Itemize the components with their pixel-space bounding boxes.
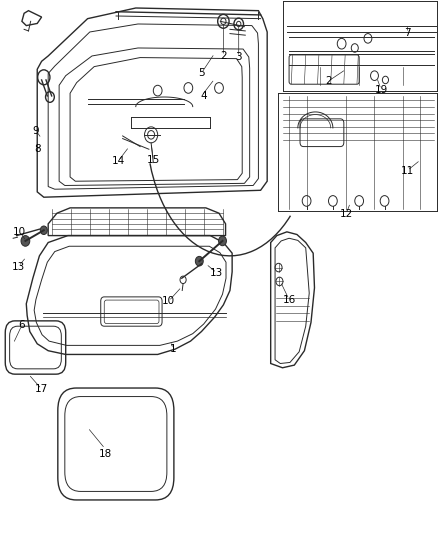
Circle shape (195, 256, 203, 266)
Circle shape (21, 236, 30, 246)
Text: 2: 2 (220, 51, 227, 61)
Text: 4: 4 (200, 91, 207, 101)
Circle shape (219, 236, 226, 246)
Text: 10: 10 (13, 227, 26, 237)
Text: 10: 10 (162, 296, 175, 306)
Text: 8: 8 (34, 144, 41, 154)
Text: 13: 13 (210, 268, 223, 278)
Text: 7: 7 (404, 28, 411, 38)
Text: 2: 2 (325, 76, 332, 86)
Circle shape (40, 226, 47, 235)
Text: 18: 18 (99, 449, 112, 459)
Text: 3: 3 (235, 52, 242, 62)
Text: 15: 15 (147, 155, 160, 165)
Text: 5: 5 (198, 68, 205, 78)
Text: 6: 6 (18, 320, 25, 330)
Text: 19: 19 (374, 85, 388, 94)
Text: 1: 1 (170, 344, 177, 354)
Text: 11: 11 (401, 166, 414, 175)
Text: 16: 16 (283, 295, 296, 304)
Text: 9: 9 (32, 126, 39, 135)
Text: 13: 13 (12, 262, 25, 271)
Text: 17: 17 (35, 384, 48, 394)
Text: 12: 12 (339, 209, 353, 219)
Text: 14: 14 (112, 156, 125, 166)
